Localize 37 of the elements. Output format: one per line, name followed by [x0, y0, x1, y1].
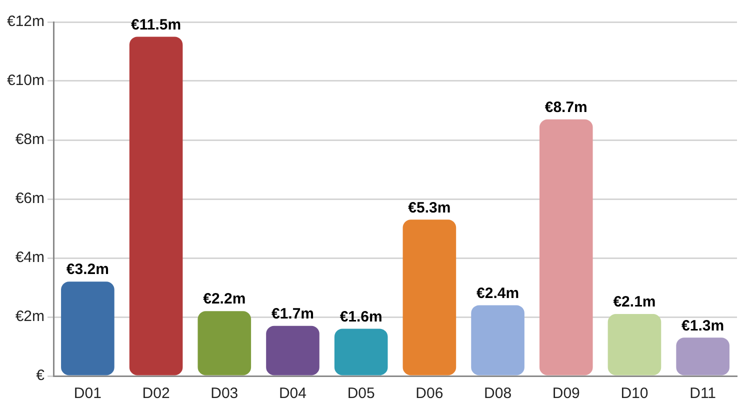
y-tick-label: €2m — [15, 308, 45, 326]
bar — [539, 119, 593, 376]
x-tick-label: D09 — [552, 385, 580, 402]
bar — [676, 338, 730, 376]
x-tick-label: D10 — [620, 385, 648, 402]
bar — [334, 328, 388, 376]
y-tick-label: €8m — [15, 131, 45, 148]
data-label: €11.5m — [131, 16, 182, 34]
x-tick-label: D02 — [142, 385, 170, 402]
x-tick-label: D01 — [74, 385, 102, 402]
data-label: €2.1m — [613, 294, 656, 311]
data-label: €2.2m — [203, 290, 246, 308]
x-tick-label: D11 — [690, 385, 716, 402]
x-tick-label: D05 — [347, 385, 375, 402]
x-tick-label: D03 — [210, 385, 238, 402]
bar — [608, 314, 662, 376]
data-label: €2.4m — [476, 284, 520, 302]
bar — [471, 305, 524, 376]
bar — [402, 220, 456, 376]
x-tick-label: D06 — [416, 385, 444, 402]
data-label: €5.3m — [408, 199, 451, 216]
bar — [198, 311, 252, 376]
bar — [61, 282, 114, 376]
x-tick-label: D08 — [484, 385, 512, 402]
y-tick-label: €4m — [15, 249, 45, 266]
data-label: €8.7m — [544, 98, 588, 116]
y-tick-label: €10m — [6, 72, 45, 90]
data-label: €1.6m — [340, 308, 382, 326]
bar — [266, 326, 320, 376]
data-label: €1.3m — [682, 317, 724, 334]
y-tick-label: €12m — [6, 13, 45, 30]
bar — [129, 36, 183, 376]
y-tick-label: € — [36, 367, 46, 384]
data-label: €3.2m — [66, 261, 109, 278]
data-label: €1.7m — [271, 305, 314, 322]
y-tick-label: €6m — [15, 190, 45, 208]
x-tick-label: D04 — [278, 385, 307, 402]
